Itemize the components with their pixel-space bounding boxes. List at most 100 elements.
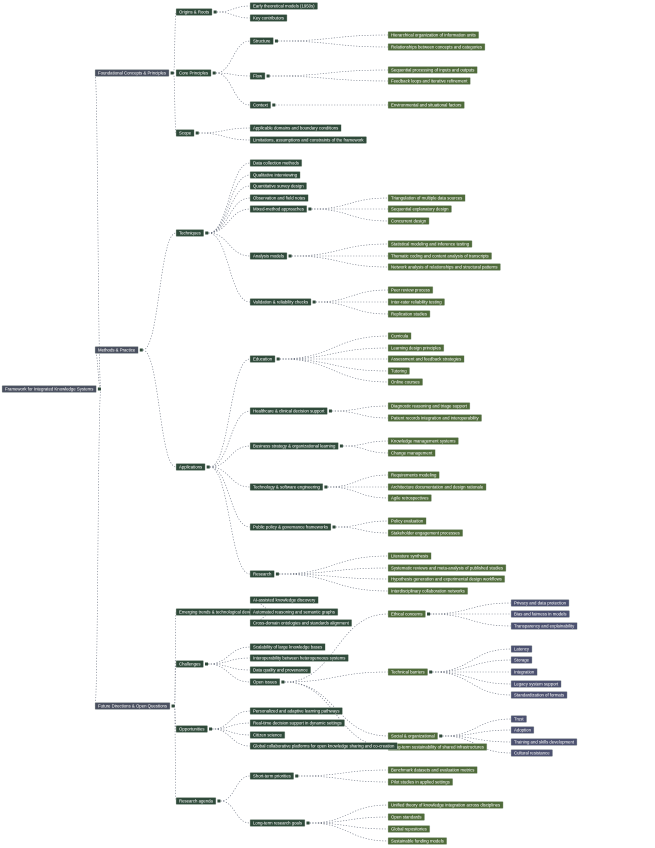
mind-map-node[interactable]: Sequential explanatory design <box>387 205 452 213</box>
mind-map-node[interactable]: Citizen science <box>249 731 286 739</box>
mind-map-node[interactable]: Stakeholder engagement processes <box>387 529 463 537</box>
mind-map-node[interactable]: Context <box>249 101 276 109</box>
mind-map-node[interactable]: Privacy and data protection <box>510 599 570 607</box>
collapse-toggle[interactable] <box>195 131 199 135</box>
mind-map-node[interactable]: Social & organizational <box>387 732 443 740</box>
mind-map-node[interactable]: Cross-domain ontologies and standards al… <box>249 619 352 627</box>
mind-map-node[interactable]: Sustainable funding models <box>387 837 447 845</box>
mind-map-node[interactable]: Short-term priorities <box>249 772 299 780</box>
mind-map-node[interactable]: Global repositories <box>387 825 431 833</box>
mind-map-node[interactable]: Techniques <box>175 229 209 237</box>
collapse-toggle[interactable] <box>339 444 343 448</box>
mind-map-node[interactable]: Applications <box>175 463 210 471</box>
mind-map-node[interactable]: Standardization of formats <box>510 691 568 699</box>
mind-map-node[interactable]: Peer review process <box>387 286 434 294</box>
mind-map-node[interactable]: Key contributors <box>249 14 288 22</box>
mind-map-node[interactable]: Limitations, assumptions and constraints… <box>249 136 367 144</box>
mind-map-node[interactable]: Pilot studies in applied settings <box>387 778 453 786</box>
mind-map-node[interactable]: Long-term research goals <box>249 819 310 827</box>
mind-map-node[interactable]: Tutoring <box>387 367 410 375</box>
mind-map-node[interactable]: Scalability of large knowledge bases <box>249 643 326 651</box>
mind-map-node[interactable]: Personalized and adaptive learning pathw… <box>249 707 343 715</box>
collapse-toggle[interactable] <box>209 727 213 731</box>
collapse-toggle[interactable] <box>213 10 217 14</box>
mind-map-node[interactable]: Open issues <box>249 678 285 686</box>
mind-map-node[interactable]: Quantitative survey design <box>249 182 307 190</box>
mind-map-node[interactable]: Requirements modeling <box>387 471 440 479</box>
mind-map-node[interactable]: Agile retrospectives <box>387 494 432 502</box>
mind-map-node[interactable]: Inter-rater reliability testing <box>387 298 445 306</box>
mind-map-node[interactable]: Data quality and provenance <box>249 666 311 674</box>
collapse-toggle[interactable] <box>274 39 278 43</box>
mind-map-node[interactable]: Latency <box>510 645 533 653</box>
mind-map-node[interactable]: Business strategy & organizational learn… <box>249 442 343 450</box>
mind-map-node[interactable]: Real-time decision support in dynamic se… <box>249 719 345 727</box>
collapse-toggle[interactable] <box>295 774 299 778</box>
mind-map-node[interactable]: Mixed-method approaches <box>249 205 312 213</box>
mind-map-node[interactable]: Triangulation of multiple data sources <box>387 194 466 202</box>
mind-map-node[interactable]: Structure <box>249 37 278 45</box>
mind-map-node[interactable]: Feedback loops and iterative refinement <box>387 77 471 85</box>
mind-map-node[interactable]: Adoption <box>510 726 535 734</box>
mind-map-node[interactable]: Analysis models <box>249 252 292 260</box>
collapse-toggle[interactable] <box>324 485 328 489</box>
mind-map-node[interactable]: Early theoretical models (1950s) <box>249 2 318 10</box>
mind-map-node[interactable]: Technology & software engineering <box>249 483 328 491</box>
mind-map-node[interactable]: Data collection methods <box>249 159 303 167</box>
mind-map-node[interactable]: Unified theory of knowledge integration … <box>387 801 504 809</box>
mind-map-node[interactable]: Applicable domains and boundary conditio… <box>249 124 342 132</box>
mind-map-node[interactable]: Literature synthesis <box>387 552 432 560</box>
mind-map-node[interactable]: Transparency and explainability <box>510 622 578 630</box>
collapse-toggle[interactable] <box>266 74 270 78</box>
collapse-toggle[interactable] <box>429 670 433 674</box>
mind-map-node[interactable]: Validation & reliability checks <box>249 298 316 306</box>
mind-map-node[interactable]: Assessment and feedback strategies <box>387 355 465 363</box>
mind-map-node[interactable]: Training and skills development <box>510 738 578 746</box>
collapse-toggle[interactable] <box>306 821 310 825</box>
collapse-toggle[interactable] <box>281 680 285 684</box>
mind-map-node[interactable]: Patient records integration and interope… <box>387 414 482 422</box>
mind-map-node[interactable]: Statistical modeling and inference testi… <box>387 240 473 248</box>
mind-map-node[interactable]: Knowledge management systems <box>387 437 459 445</box>
mind-map-node[interactable]: Future Directions & Open Questions <box>94 702 175 710</box>
mind-map-node[interactable]: Environmental and situational factors <box>387 101 465 109</box>
mind-map-node[interactable]: Policy evaluation <box>387 517 427 525</box>
mind-map-node[interactable]: Observation and field notes <box>249 194 309 202</box>
mind-map-node[interactable]: Foundational Concepts & Principles <box>94 69 174 77</box>
mind-map-node[interactable]: Integration <box>510 668 538 676</box>
mind-map-node[interactable]: Global collaborative platforms for open … <box>249 742 398 750</box>
mind-map-node[interactable]: Diagnostic reasoning and triage support <box>387 402 471 410</box>
mind-map-node[interactable]: Public policy & governance frameworks <box>249 523 336 531</box>
collapse-toggle[interactable] <box>205 662 208 666</box>
collapse-toggle[interactable] <box>312 300 316 304</box>
collapse-toggle[interactable] <box>206 465 210 469</box>
mind-map-node[interactable]: Scope <box>175 129 199 137</box>
mind-map-node[interactable]: Methods & Practice <box>94 346 143 354</box>
mind-map-node[interactable]: Long-term sustainability of shared infra… <box>387 743 488 751</box>
mind-map-node[interactable]: Legacy system support <box>510 680 562 688</box>
collapse-toggle[interactable] <box>308 207 312 211</box>
mind-map-node[interactable]: Automated reasoning and semantic graphs <box>249 608 339 616</box>
mind-map-node[interactable]: Core Principles <box>175 69 216 77</box>
mind-map-node[interactable]: Online courses <box>387 378 423 386</box>
mind-map-node[interactable]: Curricula <box>387 332 412 340</box>
mind-map-node[interactable]: Emerging trends & technological developm… <box>175 608 277 616</box>
mind-map-node[interactable]: Cultural resistance <box>510 749 553 757</box>
mind-map-node[interactable]: Benchmark datasets and evaluation metric… <box>387 766 478 774</box>
collapse-toggle[interactable] <box>205 231 209 235</box>
mind-map-node[interactable]: Opportunities <box>175 725 213 733</box>
collapse-toggle[interactable] <box>439 734 443 738</box>
mind-map-node[interactable]: Education <box>249 355 280 363</box>
mind-map-node[interactable]: Sequential processing of inputs and outp… <box>387 66 478 74</box>
root-node[interactable]: Framework for Integrated Knowledge Syste… <box>1 385 101 393</box>
collapse-toggle[interactable] <box>328 409 332 413</box>
mind-map-node[interactable]: Learning design principles <box>387 344 445 352</box>
collapse-toggle[interactable] <box>217 799 221 803</box>
mind-map-node[interactable]: Concurrent design <box>387 217 430 225</box>
mind-map-node[interactable]: Thematic coding and content analysis of … <box>387 252 492 260</box>
collapse-toggle[interactable] <box>275 572 279 576</box>
mind-map-node[interactable]: Bias and fairness in models <box>510 610 570 618</box>
mind-map-node[interactable]: Hierarchical organization of information… <box>387 31 479 39</box>
mind-map-node[interactable]: Healthcare & clinical decision support <box>249 407 332 415</box>
mind-map-node[interactable]: Storage <box>510 656 533 664</box>
